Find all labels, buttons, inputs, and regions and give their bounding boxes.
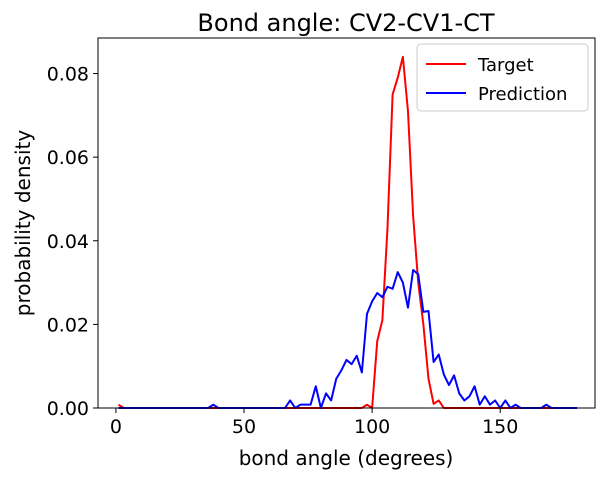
legend-label-prediction: Prediction bbox=[478, 84, 567, 105]
x-tick-label: 150 bbox=[482, 416, 518, 438]
legend: Target Prediction bbox=[416, 43, 589, 112]
x-tick-label: 50 bbox=[232, 416, 256, 438]
legend-label-target: Target bbox=[477, 55, 534, 76]
y-tick-label: 0.06 bbox=[47, 147, 89, 169]
x-axis-label: bond angle (degrees) bbox=[239, 446, 454, 470]
series-line-prediction bbox=[118, 269, 578, 409]
x-tick-label: 100 bbox=[354, 416, 390, 438]
y-tick-label: 0.08 bbox=[47, 64, 89, 86]
y-tick-label: 0.00 bbox=[47, 398, 89, 420]
chart-title: Bond angle: CV2-CV1-CT bbox=[197, 9, 494, 37]
x-axis-ticks: 0 50 100 150 bbox=[110, 408, 518, 438]
x-tick-label: 0 bbox=[110, 416, 122, 438]
y-axis-label: probability density bbox=[11, 130, 35, 317]
legend-box bbox=[416, 43, 589, 112]
y-tick-label: 0.02 bbox=[47, 314, 89, 336]
plot-frame bbox=[97, 37, 596, 409]
y-tick-label: 0.04 bbox=[47, 231, 89, 253]
y-axis-ticks: 0.00 0.02 0.04 0.06 0.08 bbox=[47, 64, 98, 420]
